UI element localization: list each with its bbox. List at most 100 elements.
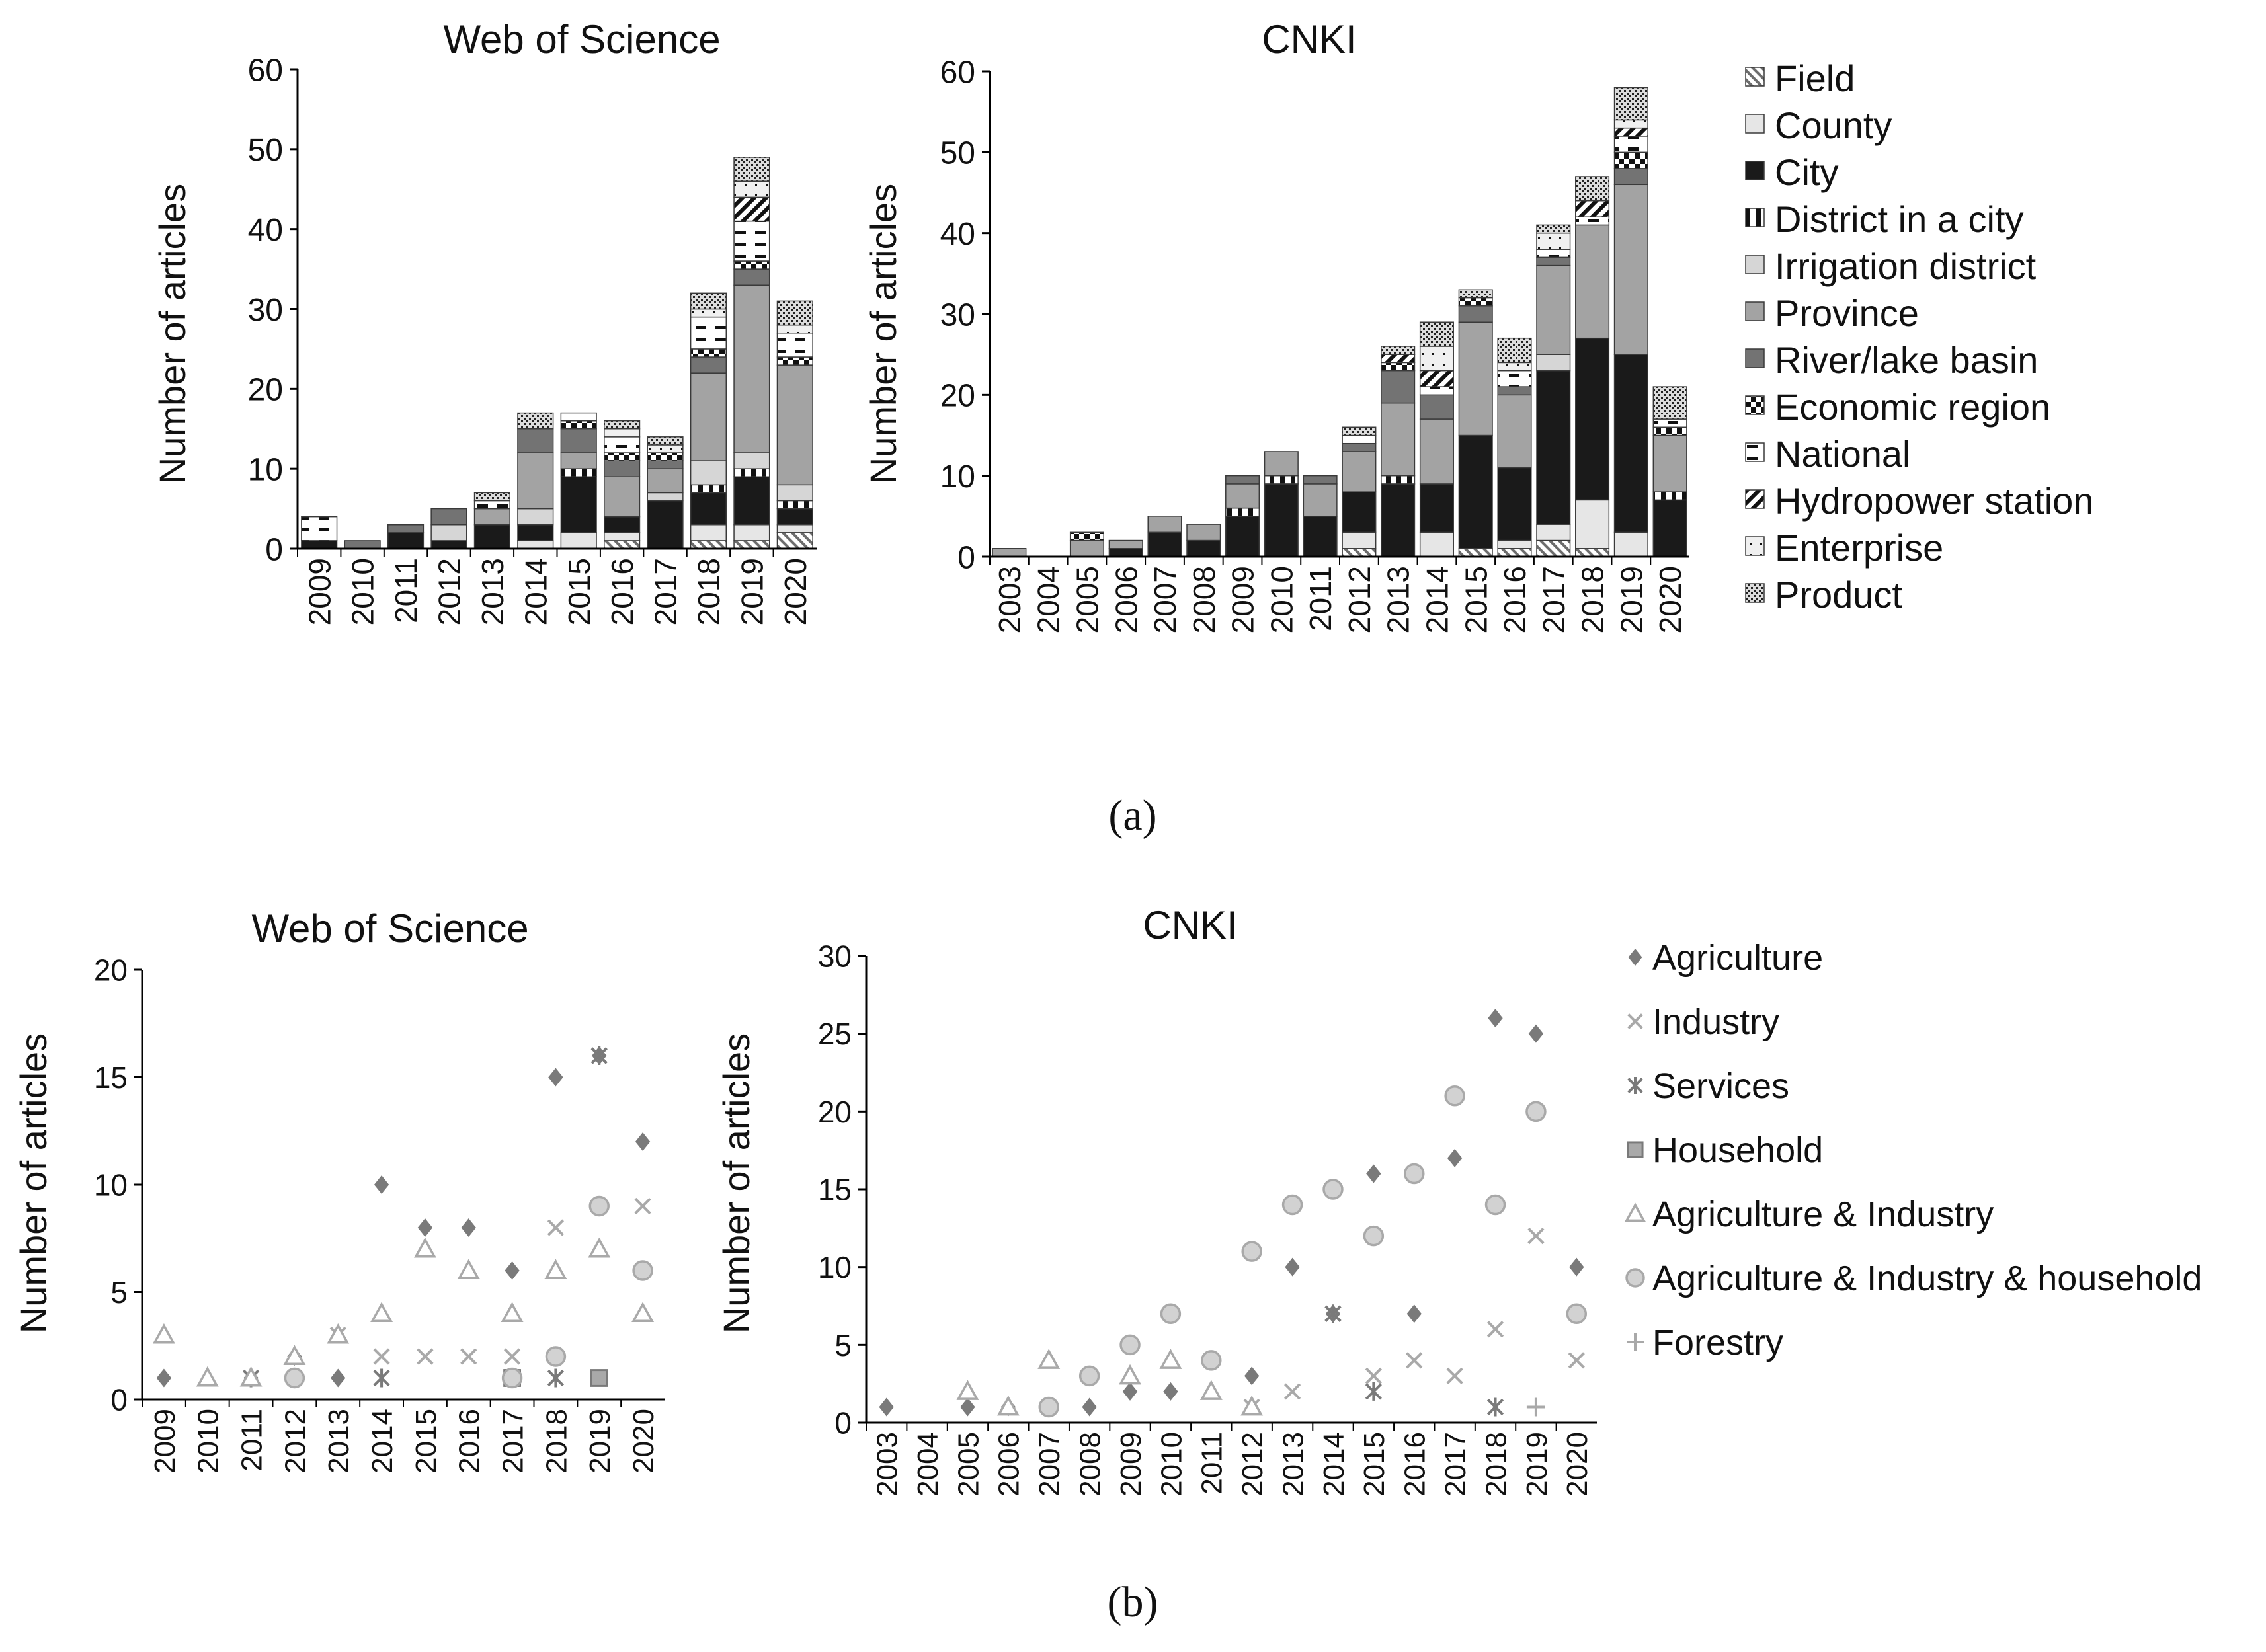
bar-national-2014 [1419,386,1454,396]
point-services-2015 [1365,1382,1382,1401]
point-industry-2018 [547,1219,565,1236]
y-tick-label: 20 [940,379,975,414]
bar-river-lake-basin-2016 [604,460,641,477]
bar-city-2018 [1575,337,1610,501]
x-ticks: 2003 2004 2005 2006 2007 2008 2009 2010 2011 2012… [989,557,1687,633]
point-agriculture-industry-2013 [327,1323,350,1344]
point-industry-2015 [417,1348,434,1365]
bar-district-in-a-city-2009 [1225,507,1260,517]
x-tick-label: 2019 [1614,566,1648,633]
point-agriculture-industry-household-2008 [1078,1365,1100,1387]
bar-province-2013 [473,508,510,526]
y-tick-label: 60 [248,53,283,88]
point-agriculture-2020 [635,1132,651,1151]
chart-title: Web of Science [251,906,528,951]
point-agriculture-industry-2018 [544,1259,567,1279]
point-agriculture-industry-household-2018 [1484,1194,1506,1216]
y-tick-label: 5 [834,1328,852,1362]
point-agriculture-industry-household-2016 [1404,1163,1425,1185]
legend-item-industry: Industry [1627,1002,1779,1042]
bar-enterprise-2016 [1497,362,1532,372]
legend-swatch-national [1745,442,1765,462]
legend-swatch-irrigation [1745,255,1765,274]
points [879,1009,1588,1418]
x-tick-label: 2016 [1399,1432,1432,1497]
bar-product-2019 [733,157,770,182]
y-tick-label: 0 [834,1406,852,1440]
legend-marker-household [1627,1141,1644,1158]
x-tick-label: 2017 [1537,566,1571,633]
caption-a: (a) [1108,791,1156,840]
point-agriculture-2009 [1122,1382,1138,1401]
y-tick-label: 50 [940,136,975,171]
legend-item-agriculture: Agriculture [1628,938,1823,978]
legend-label: Agriculture & Industry [1652,1195,1994,1234]
bar-national-2019 [733,220,770,262]
bar-county-2016 [604,532,641,541]
point-industry-2017 [1446,1367,1463,1385]
point-agriculture-2015 [1366,1164,1381,1183]
bar-river-lake-basin-2012 [1342,442,1377,452]
bar-product-2014 [517,412,554,430]
y-axis-label: Number of articles [715,1033,757,1333]
legend-marker-agriculture [1628,949,1642,966]
legend-b: Agriculture Industry Services Household Agri… [1625,938,2202,1362]
bar-product-2017 [647,436,684,446]
bar-city-2012 [430,540,467,549]
bar-city-2014 [517,524,554,541]
bar-city-2020 [776,508,813,526]
bar-irrigation-district-2017 [1536,354,1571,372]
bar-national-2016 [1497,370,1532,387]
point-agriculture-industry-household-2019 [588,1195,610,1217]
bar-county-2017 [1536,524,1571,541]
y-tick-label: 60 [940,55,975,90]
x-tick-label: 2014 [366,1409,399,1474]
point-industry-2013 [1283,1383,1301,1400]
legend-item-county: County [1745,104,1892,146]
point-industry-2019 [1527,1227,1545,1245]
legend-item-product: Product [1745,574,1902,615]
legend-label: River/lake basin [1775,339,2038,381]
y-tick-label: 30 [248,293,283,328]
bar-city-2013 [1381,483,1416,557]
y-tick-label: 30 [818,939,852,974]
bar-irrigation-district-2012 [430,524,467,541]
x-tick-label: 2011 [1196,1432,1229,1495]
point-agriculture-industry-2005 [956,1380,979,1400]
x-tick-label: 2013 [475,558,510,625]
bar-product-2016 [604,420,641,430]
x-tick-label: 2011 [1303,566,1338,631]
point-agriculture-2015 [417,1218,433,1237]
point-industry-2017 [503,1348,521,1365]
bar-province-2020 [1652,434,1687,492]
bar-province-2019 [733,284,770,453]
y-tick-label: 0 [957,540,975,575]
x-tick-label: 2018 [540,1409,573,1474]
bar-river-lake-basin-2016 [1497,386,1532,396]
point-agriculture-2018 [548,1068,563,1087]
bar-national-2013 [473,500,510,510]
legend-label: City [1775,151,1838,193]
bar-city-2008 [1186,539,1221,557]
bar-city-2011 [387,532,425,549]
bar-district-in-a-city-2018 [690,484,727,494]
legend-marker-services [1627,1077,1643,1094]
chart-title: Web of Science [443,17,720,61]
bar-city-2018 [690,492,727,526]
point-agriculture-industry-2012 [1240,1395,1264,1416]
bar-national-2019 [1613,136,1648,153]
legend-marker-industry [1627,1013,1643,1029]
point-industry-2018 [1486,1321,1504,1338]
bar-hydropower-station-2013 [1381,354,1416,364]
legend-swatch-district [1745,208,1765,227]
legend-item-basin: River/lake basin [1745,339,2038,381]
legend-label: Agriculture [1652,938,1823,978]
legend-label: Services [1652,1066,1789,1106]
bar-city-2012 [1342,491,1377,533]
point-agriculture-2008 [1082,1397,1097,1417]
bar-economic-region-2020 [1652,426,1687,436]
bar-city-2010 [1264,483,1299,557]
point-industry-2016 [1406,1352,1423,1369]
bar-economic-region-2013 [1381,362,1416,372]
bar-enterprise-2019 [733,180,770,198]
